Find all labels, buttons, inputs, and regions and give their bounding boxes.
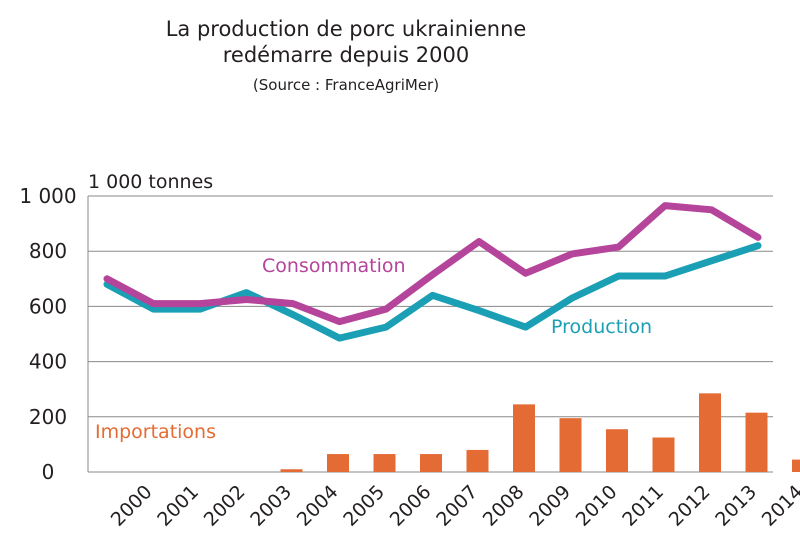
x-tick-label: 2011 — [618, 481, 668, 531]
importations-bar — [327, 454, 349, 472]
x-tick-label: 2008 — [479, 481, 529, 531]
x-tick-label: 2012 — [665, 481, 715, 531]
series-label-importations: Importations — [95, 421, 216, 443]
x-tick-label: 2004 — [293, 481, 343, 531]
y-tick-label: 400 — [29, 350, 67, 374]
importations-bar — [420, 454, 442, 472]
x-tick-label: 2009 — [525, 481, 575, 531]
y-tick-label: 800 — [29, 239, 67, 263]
y-axis-ticks: 0 200 400 600 800 1 000 — [19, 184, 76, 484]
importations-bar — [699, 393, 721, 472]
x-tick-label: 2010 — [572, 481, 622, 531]
series-lines — [103, 202, 762, 342]
chart-source: (Source : FranceAgriMer) — [253, 76, 439, 94]
series-labels: Consommation Production Importations — [95, 255, 652, 443]
production-line — [103, 242, 762, 342]
x-tick-label: 2007 — [432, 481, 482, 531]
y-tick-label: 0 — [42, 460, 55, 484]
importations-bar — [652, 437, 675, 472]
x-tick-label: 2014 — [758, 481, 800, 531]
importations-bar — [373, 454, 396, 472]
importations-bars — [280, 393, 800, 472]
chart-title-line2: redémarre depuis 2000 — [223, 43, 469, 67]
y-unit-label: 1 000 tonnes — [88, 171, 213, 193]
series-label-production: Production — [551, 316, 652, 338]
x-axis-ticks: 2000200120022003200420052006200720082009… — [107, 481, 800, 531]
importations-bar — [513, 404, 535, 472]
x-tick-label: 2013 — [711, 481, 761, 531]
y-tick-label: 1 000 — [19, 184, 76, 208]
x-tick-label: 2001 — [153, 481, 203, 531]
importations-bar — [792, 459, 800, 472]
x-tick-label: 2005 — [339, 481, 389, 531]
x-tick-label: 2000 — [107, 481, 157, 531]
chart-title-line1: La production de porc ukrainienne — [166, 17, 527, 41]
consommation-line — [103, 202, 762, 326]
x-tick-label: 2002 — [200, 481, 250, 531]
y-tick-label: 600 — [29, 294, 67, 318]
importations-bar — [466, 449, 489, 472]
x-tick-label: 2006 — [386, 481, 436, 531]
series-label-consommation: Consommation — [262, 255, 406, 277]
importations-bar — [280, 469, 303, 472]
importations-bar — [606, 429, 628, 472]
x-tick-label: 2003 — [246, 481, 296, 531]
y-tick-label: 200 — [29, 405, 67, 429]
importations-bar — [559, 418, 582, 472]
importations-bar — [745, 412, 768, 472]
